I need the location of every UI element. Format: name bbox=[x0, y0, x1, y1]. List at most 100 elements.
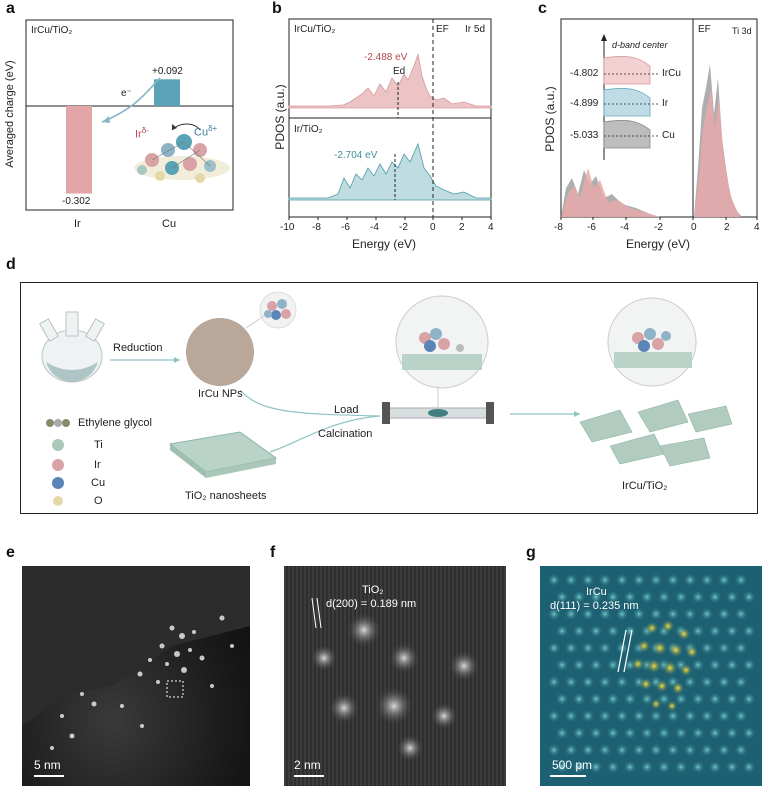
b-tick: 2 bbox=[459, 222, 465, 233]
label-ircu-nps: IrCu NPs bbox=[198, 388, 243, 400]
lattice-dot bbox=[598, 675, 612, 689]
b-tick: -10 bbox=[280, 222, 295, 233]
lattice-dot bbox=[717, 743, 731, 757]
lattice-dot bbox=[717, 675, 731, 689]
lattice-dot bbox=[717, 607, 731, 621]
lattice-dot bbox=[691, 590, 705, 604]
lattice-dot bbox=[572, 692, 586, 706]
lattice-dot bbox=[683, 675, 697, 689]
lattice-dot bbox=[606, 590, 620, 604]
label-cu-value: +0.092 bbox=[152, 66, 183, 77]
lattice-dot bbox=[632, 607, 646, 621]
lattice-dot bbox=[742, 590, 756, 604]
panel-b-top-value: -2.488 eV bbox=[364, 52, 408, 63]
lattice-dot bbox=[555, 658, 569, 672]
lattice-dot bbox=[615, 607, 629, 621]
legend-o: O bbox=[94, 495, 103, 507]
lattice-dot bbox=[555, 624, 569, 638]
panel-b-bottom-title: Ir/TiO₂ bbox=[294, 124, 323, 135]
lattice-dot bbox=[657, 590, 671, 604]
product-illustration bbox=[614, 328, 692, 368]
lattice-dot bbox=[708, 658, 722, 672]
lattice-dot bbox=[598, 709, 612, 723]
lattice-dot bbox=[649, 743, 663, 757]
dband-value-ircu: -4.802 bbox=[570, 68, 599, 79]
lattice-dot bbox=[666, 709, 680, 723]
lattice-dot bbox=[564, 675, 578, 689]
lattice-dot bbox=[606, 658, 620, 672]
legend-ti: Ti bbox=[94, 439, 103, 451]
lattice-dot bbox=[725, 590, 739, 604]
lattice-dot bbox=[640, 760, 654, 774]
lattice-dot bbox=[581, 607, 595, 621]
c-tick: -8 bbox=[554, 222, 563, 233]
panel-a-inset-title: IrCu/TiO₂ bbox=[31, 25, 73, 36]
c-tick: 4 bbox=[754, 222, 760, 233]
lattice-dot bbox=[572, 590, 586, 604]
lattice-dot bbox=[742, 658, 756, 672]
lattice-dot bbox=[615, 709, 629, 723]
lattice-dot bbox=[581, 573, 595, 587]
lattice-dot bbox=[700, 743, 714, 757]
lattice-dot bbox=[725, 624, 739, 638]
lattice-dot bbox=[708, 760, 722, 774]
lattice-dot bbox=[589, 658, 603, 672]
lattice-dot bbox=[606, 692, 620, 706]
lattice-dot bbox=[725, 692, 739, 706]
lattice-dot bbox=[691, 692, 705, 706]
panel-label-b: b bbox=[272, 0, 282, 17]
f-title: TiO₂ bbox=[362, 584, 384, 596]
xcat-ir: Ir bbox=[74, 218, 81, 230]
label-cu-charge: Cuδ+ bbox=[194, 124, 217, 139]
lattice-dot bbox=[717, 641, 731, 655]
lattice-dot bbox=[564, 743, 578, 757]
lattice-dot bbox=[623, 726, 637, 740]
lattice-dot bbox=[742, 692, 756, 706]
panel-label-f: f bbox=[270, 544, 276, 561]
lattice-dot bbox=[623, 760, 637, 774]
panel-b-xticks: -10 -8 -6 -4 -2 0 2 4 bbox=[280, 222, 500, 236]
scale-label-e: 5 nm bbox=[34, 758, 61, 772]
lattice-dot bbox=[547, 743, 561, 757]
f-spacing: d(200) = 0.189 nm bbox=[326, 598, 417, 610]
lattice-dot bbox=[632, 709, 646, 723]
label-calcination: Calcination bbox=[318, 428, 373, 440]
lattice-dot bbox=[555, 726, 569, 740]
lattice-dot bbox=[683, 607, 697, 621]
lattice-dot bbox=[708, 590, 722, 604]
label-product: IrCu/TiO₂ bbox=[622, 480, 668, 492]
panel-b-orbital: Ir 5d bbox=[465, 24, 486, 35]
label-electron: e⁻ bbox=[121, 88, 132, 99]
lattice-dot bbox=[547, 709, 561, 723]
lattice-dot bbox=[572, 624, 586, 638]
b-tick: -6 bbox=[341, 222, 350, 233]
cu-atom-label: Cu bbox=[194, 126, 209, 139]
panel-a-ylabel: Averaged charge (eV) bbox=[4, 60, 16, 168]
lattice-dot bbox=[589, 726, 603, 740]
legend-ethylene-glycol: Ethylene glycol bbox=[78, 417, 152, 429]
lattice-dot bbox=[717, 709, 731, 723]
panel-b-bottom-value: -2.704 eV bbox=[334, 150, 378, 161]
flask-illustration bbox=[38, 311, 106, 383]
b-tick: -8 bbox=[312, 222, 321, 233]
dband-name-ircu: IrCu bbox=[662, 68, 681, 79]
b-tick: 0 bbox=[430, 222, 436, 233]
lattice-dot bbox=[657, 760, 671, 774]
lattice-dot bbox=[547, 641, 561, 655]
lattice-dot bbox=[742, 624, 756, 638]
lattice-dot bbox=[572, 760, 586, 774]
lattice-dot bbox=[632, 743, 646, 757]
panel-c-ylabel: PDOS (a.u.) bbox=[543, 86, 557, 152]
stem-image-g: IrCu d(111) = 0.235 nm 500 pm bbox=[540, 566, 762, 786]
lattice-dot bbox=[674, 692, 688, 706]
lattice-dot bbox=[734, 641, 748, 655]
tio2-sheets-illustration bbox=[168, 431, 278, 478]
lattice-dot bbox=[606, 624, 620, 638]
legend-atoms bbox=[46, 419, 70, 506]
panel-c-xlabel: Energy (eV) bbox=[626, 237, 691, 251]
panel-b-top-title: IrCu/TiO₂ bbox=[294, 24, 336, 35]
c-tick: -4 bbox=[620, 222, 629, 233]
lattice-dot bbox=[683, 743, 697, 757]
label-tio2-sheets: TiO₂ nanosheets bbox=[185, 490, 267, 502]
lattice-dot bbox=[572, 658, 586, 672]
